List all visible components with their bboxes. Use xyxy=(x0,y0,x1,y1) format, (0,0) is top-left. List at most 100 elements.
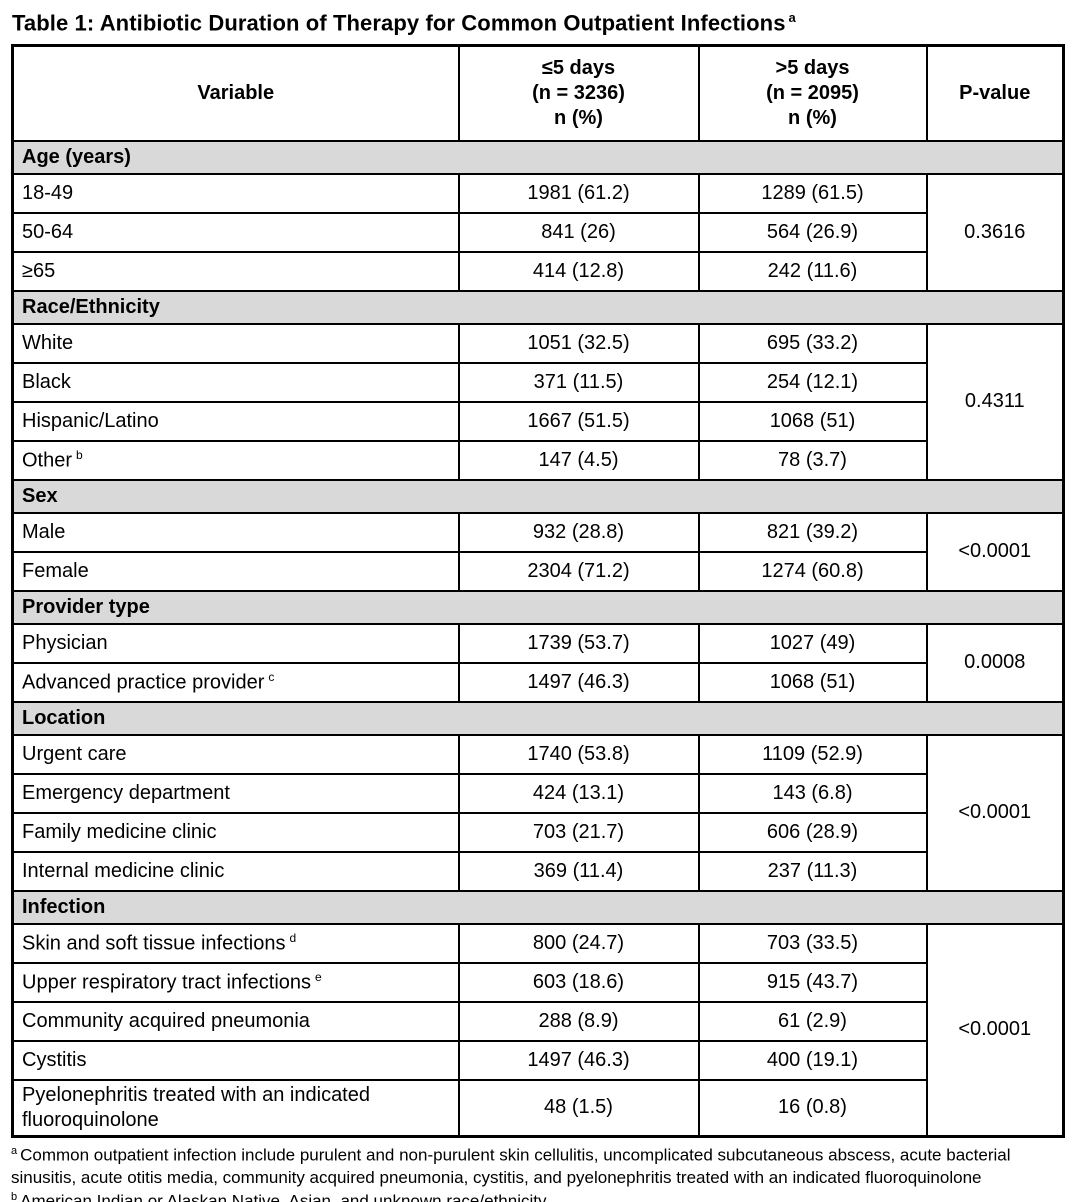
value-cell-le5-days: 841 (26) xyxy=(457,211,700,253)
value-cell-gt5-days: 564 (26.9) xyxy=(697,211,928,253)
table-row: Advanced practice provider c 1497 (46.3) 10… xyxy=(11,661,1064,703)
table-row: Internal medicine clinic 369 (11.4) 237 (1… xyxy=(11,850,1064,892)
value-cell-le5-days: 932 (28.8) xyxy=(457,511,700,553)
value-cell-gt5-days: 400 (19.1) xyxy=(697,1039,928,1081)
value-cell-le5-days: 1497 (46.3) xyxy=(457,1039,700,1081)
row-label-cell: Internal medicine clinic xyxy=(11,850,460,892)
value-cell-le5-days: 603 (18.6) xyxy=(457,961,700,1003)
value-cell-gt5-days: 1068 (51) xyxy=(697,661,928,703)
section-header-cell: Age (years) xyxy=(11,139,1065,175)
row-label-cell: Advanced practice provider c xyxy=(11,661,460,703)
section-header-cell: Infection xyxy=(11,889,1065,925)
table-title: Table 1: Antibiotic Duration of Therapy … xyxy=(12,10,1068,36)
section-row: Race/Ethnicity xyxy=(11,289,1065,325)
row-label-superscript: d xyxy=(289,930,297,945)
value-cell-gt5-days: 1027 (49) xyxy=(697,622,928,664)
value-cell-gt5-days: 1274 (60.8) xyxy=(697,550,928,592)
row-label-cell: 18-49 xyxy=(11,172,460,214)
value-cell-gt5-days: 1068 (51) xyxy=(697,400,928,442)
column-header-le5-line: n (%) xyxy=(554,107,603,130)
p-value-cell: <0.0001 xyxy=(925,922,1065,1138)
value-cell-le5-days: 369 (11.4) xyxy=(457,850,700,892)
antibiotic-duration-table: Variable ≤5 days (n = 3236) n (%) >5 days(… xyxy=(11,44,1065,1138)
row-label-cell: Urgent care xyxy=(11,733,460,775)
section-row: Provider type xyxy=(11,589,1065,625)
row-label-cell: 50-64 xyxy=(11,211,460,253)
row-label-superscript: b xyxy=(76,447,83,462)
row-label-superscript: e xyxy=(315,969,322,984)
column-header-gt5-line: >5 days xyxy=(775,57,850,80)
value-cell-le5-days: 1497 (46.3) xyxy=(457,661,700,703)
footnote: a Common outpatient infection include pur… xyxy=(11,1144,1011,1188)
column-header-gt5-line: (n = 2095) xyxy=(766,82,859,105)
value-cell-gt5-days: 1289 (61.5) xyxy=(697,172,928,214)
footnotes: a Common outpatient infection include pur… xyxy=(11,1144,1059,1202)
row-label-cell: Community acquired pneumonia xyxy=(11,1000,460,1042)
value-cell-gt5-days: 695 (33.2) xyxy=(697,322,928,364)
column-header-le5-line: (n = 3236) xyxy=(532,82,625,105)
footnote-marker: b xyxy=(11,1191,18,1202)
table-row: Pyelonephritis treated with an indicated… xyxy=(11,1078,1064,1138)
value-cell-gt5-days: 143 (6.8) xyxy=(697,772,928,814)
section-row: Age (years) xyxy=(11,139,1065,175)
table-row: Other b 147 (4.5) 78 (3.7) xyxy=(11,439,1064,481)
value-cell-gt5-days: 61 (2.9) xyxy=(697,1000,928,1042)
p-value-cell: <0.0001 xyxy=(925,511,1065,592)
value-cell-le5-days: 1667 (51.5) xyxy=(457,400,700,442)
table-row: Hispanic/Latino 1667 (51.5) 1068 (51) xyxy=(11,400,1064,442)
value-cell-gt5-days: 254 (12.1) xyxy=(697,361,928,403)
value-cell-le5-days: 1739 (53.7) xyxy=(457,622,700,664)
footnote-marker: a xyxy=(11,1144,18,1157)
row-label-cell: Other b xyxy=(11,439,460,481)
value-cell-le5-days: 800 (24.7) xyxy=(457,922,700,964)
row-label-cell: Physician xyxy=(11,622,460,664)
p-value-cell: 0.0008 xyxy=(925,622,1065,703)
value-cell-le5-days: 1981 (61.2) xyxy=(457,172,700,214)
row-label-cell: Hispanic/Latino xyxy=(11,400,460,442)
table-row: White 1051 (32.5) 695 (33.2) 0.4311 xyxy=(11,322,1065,481)
value-cell-gt5-days: 1109 (52.9) xyxy=(697,733,928,775)
column-header-le5-line: ≤5 days xyxy=(541,57,616,80)
row-label-cell: Family medicine clinic xyxy=(11,811,460,853)
row-label-cell: Emergency department xyxy=(11,772,460,814)
row-label-cell: ≥65 xyxy=(11,250,460,292)
section-row: Infection xyxy=(11,889,1065,925)
table-row: Emergency department 424 (13.1) 143 (6.8) xyxy=(11,772,1064,814)
row-label-cell: White xyxy=(11,322,460,364)
value-cell-gt5-days: 237 (11.3) xyxy=(697,850,928,892)
table-row: Family medicine clinic 703 (21.7) 606 (28.… xyxy=(11,811,1064,853)
value-cell-le5-days: 48 (1.5) xyxy=(457,1078,700,1138)
row-label-cell: Black xyxy=(11,361,460,403)
column-header-le5-days: ≤5 days (n = 3236) n (%) xyxy=(457,44,700,142)
column-header-gt5-days: >5 days (n = 2095) n (%) xyxy=(697,44,928,142)
section-header-cell: Sex xyxy=(11,478,1065,514)
column-header-gt5-line: n (%) xyxy=(788,107,837,130)
row-label-cell: Upper respiratory tract infections e xyxy=(11,961,460,1003)
table-row: Male 932 (28.8) 821 (39.2) <0.0001 xyxy=(11,511,1065,592)
table-row: Community acquired pneumonia 288 (8.9) 61 … xyxy=(11,1000,1064,1042)
p-value-cell: 0.4311 xyxy=(925,322,1065,481)
value-cell-le5-days: 147 (4.5) xyxy=(457,439,700,481)
value-cell-le5-days: 703 (21.7) xyxy=(457,811,700,853)
p-value-cell: <0.0001 xyxy=(925,733,1065,892)
column-header-variable: Variable xyxy=(11,44,460,142)
row-label-cell: Female xyxy=(11,550,460,592)
value-cell-le5-days: 414 (12.8) xyxy=(457,250,700,292)
table-title-superscript: a xyxy=(788,10,796,25)
value-cell-gt5-days: 16 (0.8) xyxy=(697,1078,928,1138)
footnote: b American Indian or Alaskan Native, Asia… xyxy=(11,1191,547,1202)
table-row: Female 2304 (71.2) 1274 (60.8) xyxy=(11,550,1064,592)
row-label-superscript: c xyxy=(268,669,275,684)
column-header-p-value: P-value xyxy=(925,44,1065,142)
p-value-cell: 0.3616 xyxy=(925,172,1065,292)
section-header-cell: Race/Ethnicity xyxy=(11,289,1065,325)
row-label-cell: Skin and soft tissue infections d xyxy=(11,922,460,964)
table-row: Urgent care 1740 (53.8) 1109 (52.9) <0.0001 xyxy=(11,733,1065,892)
table-row: Physician 1739 (53.7) 1027 (49) 0.0008 xyxy=(11,622,1065,703)
row-label-cell: Pyelonephritis treated with an indicated… xyxy=(11,1078,460,1138)
table-row: Upper respiratory tract infections e 603 (… xyxy=(11,961,1064,1003)
table-row: 50-64 841 (26) 564 (26.9) xyxy=(11,211,1064,253)
value-cell-gt5-days: 242 (11.6) xyxy=(697,250,928,292)
table-title-text: Table 1: Antibiotic Duration of Therapy … xyxy=(12,10,786,36)
